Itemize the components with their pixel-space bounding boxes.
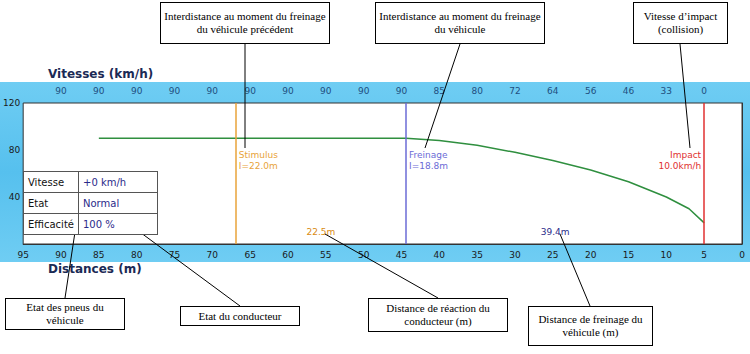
- svg-text:90: 90: [93, 86, 105, 96]
- svg-text:50: 50: [358, 250, 370, 260]
- svg-text:40: 40: [434, 250, 446, 260]
- svg-text:75: 75: [169, 250, 180, 260]
- svg-text:64: 64: [547, 86, 559, 96]
- svg-text:Stimulus: Stimulus: [239, 150, 278, 160]
- svg-text:I=18.8m: I=18.8m: [409, 161, 448, 171]
- svg-text:90: 90: [131, 86, 143, 96]
- svg-text:85: 85: [434, 86, 445, 96]
- svg-text:120: 120: [3, 98, 20, 108]
- svg-text:5: 5: [701, 250, 707, 260]
- svg-text:10: 10: [661, 250, 673, 260]
- svg-text:90: 90: [358, 86, 370, 96]
- html-text:Etat: Etat: [28, 197, 49, 209]
- html-text:Efficacité: Efficacité: [28, 218, 74, 230]
- svg-text:90: 90: [207, 86, 219, 96]
- svg-text:65: 65: [244, 250, 255, 260]
- svg-text:90: 90: [55, 250, 67, 260]
- svg-text:30: 30: [509, 250, 521, 260]
- html-text:Etat des pneus du véhicule: Etat des pneus du véhicule: [26, 301, 104, 326]
- svg-text:90: 90: [282, 86, 294, 96]
- svg-text:0: 0: [701, 86, 707, 96]
- html-text:Distance de réaction du conduc: Distance de réaction du conducteur (m): [386, 302, 490, 327]
- html-text:Normal: Normal: [83, 197, 120, 209]
- html-text:+0 km/h: +0 km/h: [83, 176, 127, 188]
- svg-text:90: 90: [55, 86, 67, 96]
- svg-text:45: 45: [396, 250, 407, 260]
- html-text:Interdistance au moment du fre: Interdistance au moment du freinage du v…: [164, 10, 326, 35]
- svg-text:Impact: Impact: [670, 150, 702, 160]
- html-text:Vitesse: Vitesse: [28, 176, 64, 188]
- svg-text:39.4m: 39.4m: [541, 227, 570, 237]
- html-text:Distance de freinage du véhicu: Distance de freinage du véhicule (m): [538, 313, 643, 338]
- svg-text:20: 20: [585, 250, 597, 260]
- svg-text:15: 15: [623, 250, 634, 260]
- svg-text:60: 60: [282, 250, 294, 260]
- html-text:Interdistance au moment du fre: Interdistance au moment du freinage du v…: [379, 10, 541, 35]
- svg-text:22.5m: 22.5m: [307, 227, 336, 237]
- svg-text:Distances (m): Distances (m): [48, 262, 142, 276]
- svg-text:90: 90: [320, 86, 332, 96]
- svg-text:80: 80: [131, 250, 143, 260]
- svg-text:55: 55: [320, 250, 331, 260]
- svg-text:70: 70: [207, 250, 219, 260]
- svg-text:10.0km/h: 10.0km/h: [658, 161, 701, 171]
- svg-text:0: 0: [739, 250, 745, 260]
- svg-text:56: 56: [585, 86, 597, 96]
- svg-text:35: 35: [471, 250, 482, 260]
- svg-text:25: 25: [547, 250, 558, 260]
- svg-text:40: 40: [9, 192, 21, 202]
- svg-text:95: 95: [17, 250, 28, 260]
- svg-text:90: 90: [169, 86, 181, 96]
- svg-text:72: 72: [509, 86, 520, 96]
- svg-text:85: 85: [93, 250, 104, 260]
- html-text:Etat du conducteur: Etat du conducteur: [198, 309, 282, 322]
- html-text:100 %: 100 %: [83, 218, 115, 230]
- svg-text:Vitesses (km/h): Vitesses (km/h): [48, 67, 153, 81]
- svg-text:90: 90: [244, 86, 256, 96]
- svg-text:46: 46: [623, 86, 635, 96]
- html-text:Vitesse d’impact (collision): Vitesse d’impact (collision): [643, 10, 718, 35]
- svg-text:33: 33: [661, 86, 672, 96]
- svg-text:Freinage: Freinage: [409, 150, 448, 160]
- svg-text:80: 80: [471, 86, 483, 96]
- svg-text:I=22.0m: I=22.0m: [239, 161, 278, 171]
- svg-text:90: 90: [396, 86, 408, 96]
- svg-text:80: 80: [9, 145, 21, 155]
